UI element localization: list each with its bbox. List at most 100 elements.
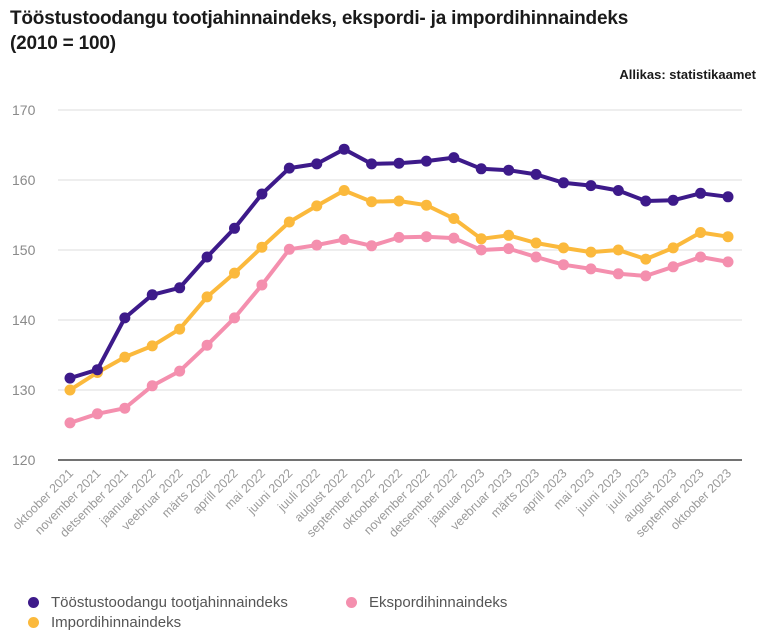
legend-item-producer[interactable]: Tööstustoodangu tootjahinnaindeks xyxy=(28,594,288,611)
data-point[interactable] xyxy=(366,196,378,208)
data-point[interactable] xyxy=(585,263,597,275)
data-point[interactable] xyxy=(119,402,131,414)
data-point[interactable] xyxy=(667,261,679,273)
data-point[interactable] xyxy=(393,157,405,169)
data-point[interactable] xyxy=(667,194,679,206)
grid-lines xyxy=(58,109,742,461)
data-point[interactable] xyxy=(338,185,350,196)
data-point[interactable] xyxy=(229,312,240,324)
data-point[interactable] xyxy=(530,237,542,249)
data-point[interactable] xyxy=(448,232,460,244)
data-point[interactable] xyxy=(229,267,240,279)
data-point[interactable] xyxy=(695,187,707,199)
legend-label-import: Impordihinnaindeks xyxy=(51,614,182,631)
data-point[interactable] xyxy=(201,339,213,351)
data-point[interactable] xyxy=(695,251,707,263)
y-tick-label: 130 xyxy=(12,382,36,398)
data-point[interactable] xyxy=(201,291,213,303)
legend-dot-import xyxy=(28,617,39,628)
data-point[interactable] xyxy=(119,351,131,363)
data-point[interactable] xyxy=(338,143,350,155)
y-tick-label: 120 xyxy=(12,452,36,468)
data-point[interactable] xyxy=(64,384,76,396)
data-point[interactable] xyxy=(420,199,432,211)
series-line xyxy=(68,234,730,425)
data-point[interactable] xyxy=(585,246,597,258)
data-point[interactable] xyxy=(146,380,158,392)
data-point[interactable] xyxy=(612,244,624,256)
data-point[interactable] xyxy=(530,168,542,180)
data-point[interactable] xyxy=(393,231,405,243)
data-point[interactable] xyxy=(612,185,624,196)
data-point[interactable] xyxy=(475,233,487,245)
legend-item-import[interactable]: Impordihinnaindeks xyxy=(28,614,181,631)
data-point[interactable] xyxy=(256,241,268,253)
data-point[interactable] xyxy=(146,289,158,301)
data-point[interactable] xyxy=(311,239,323,251)
y-tick-label: 170 xyxy=(12,102,36,118)
data-point[interactable] xyxy=(311,200,323,212)
data-point[interactable] xyxy=(119,312,131,324)
data-point[interactable] xyxy=(256,279,268,291)
data-point[interactable] xyxy=(393,195,405,207)
data-point[interactable] xyxy=(722,231,734,243)
data-point[interactable] xyxy=(91,364,103,376)
data-point[interactable] xyxy=(448,213,460,224)
y-tick-label: 160 xyxy=(12,172,36,188)
data-point[interactable] xyxy=(640,253,652,265)
chart-title-line2: (2010 = 100) xyxy=(10,33,116,54)
data-point[interactable] xyxy=(174,323,186,335)
data-point[interactable] xyxy=(420,231,432,243)
data-point[interactable] xyxy=(640,195,652,207)
data-point[interactable] xyxy=(146,340,158,352)
data-point[interactable] xyxy=(174,282,186,294)
y-tick-label: 150 xyxy=(12,242,36,258)
series-Impordihinnaindeks xyxy=(64,185,734,396)
legend-item-export[interactable]: Ekspordihinnaindeks xyxy=(346,594,507,611)
legend-label-producer: Tööstustoodangu tootjahinnaindeks xyxy=(51,594,288,611)
y-axis-ticks: 120 130 140 150 160 170 xyxy=(12,102,36,468)
data-point[interactable] xyxy=(530,251,542,263)
data-point[interactable] xyxy=(366,158,378,170)
data-point[interactable] xyxy=(558,259,569,271)
data-point[interactable] xyxy=(64,372,76,384)
data-point[interactable] xyxy=(311,158,323,170)
data-point[interactable] xyxy=(283,216,295,228)
legend-label-export: Ekspordihinnaindeks xyxy=(369,594,508,611)
data-point[interactable] xyxy=(366,240,378,252)
legend-dot-producer xyxy=(28,597,39,608)
data-point[interactable] xyxy=(722,191,734,203)
data-point[interactable] xyxy=(503,229,515,241)
data-point[interactable] xyxy=(420,155,432,167)
chart-title-line1: Tööstustoodangu tootjahinnaindeks, ekspo… xyxy=(10,8,629,29)
data-point[interactable] xyxy=(558,242,569,254)
data-point[interactable] xyxy=(695,227,707,238)
data-point[interactable] xyxy=(640,270,652,282)
data-point[interactable] xyxy=(256,188,268,200)
data-point[interactable] xyxy=(229,222,240,234)
data-point[interactable] xyxy=(91,408,103,420)
data-point[interactable] xyxy=(503,243,515,255)
data-point[interactable] xyxy=(667,242,679,254)
series-line xyxy=(68,147,730,381)
data-point[interactable] xyxy=(475,244,487,256)
data-point[interactable] xyxy=(558,177,569,189)
y-tick-label: 140 xyxy=(12,312,36,328)
data-point[interactable] xyxy=(503,164,515,176)
series-Ekspordihinnaindeks xyxy=(64,231,734,429)
chart-title: Tööstustoodangu tootjahinnaindeks, ekspo… xyxy=(10,6,628,56)
data-point[interactable] xyxy=(283,243,295,255)
data-point[interactable] xyxy=(612,268,624,280)
data-point[interactable] xyxy=(174,365,186,377)
data-point[interactable] xyxy=(475,163,487,175)
series-group xyxy=(64,143,734,429)
data-point[interactable] xyxy=(64,417,76,429)
data-point[interactable] xyxy=(722,256,734,268)
data-point[interactable] xyxy=(338,234,350,245)
data-point[interactable] xyxy=(585,180,597,192)
data-point[interactable] xyxy=(283,162,295,174)
data-point[interactable] xyxy=(448,152,460,164)
data-point[interactable] xyxy=(201,251,213,263)
